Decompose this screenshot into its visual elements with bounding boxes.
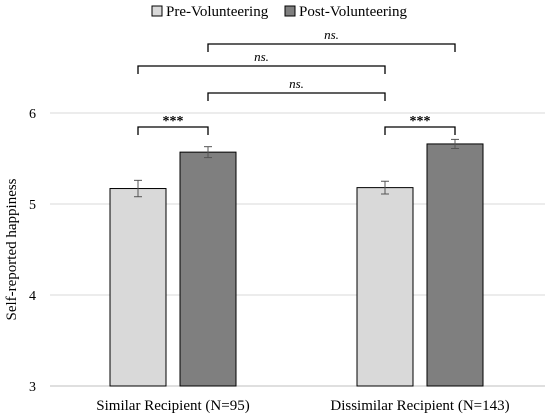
significance-brackets: *** *** ns. ns. ns. bbox=[137, 27, 456, 135]
category-label: Similar Recipient (N=95) bbox=[96, 398, 249, 414]
legend-label: Post-Volunteering bbox=[299, 4, 408, 20]
y-tick-label: 3 bbox=[29, 380, 36, 395]
bar-post-0 bbox=[179, 151, 237, 387]
y-tick-label: 6 bbox=[29, 107, 36, 122]
legend: Pre-Volunteering Post-Volunteering bbox=[151, 4, 408, 20]
legend-swatch bbox=[284, 5, 296, 17]
bar-post-1 bbox=[426, 143, 484, 387]
significance-label: ns. bbox=[254, 49, 269, 64]
error-bars bbox=[134, 138, 459, 198]
significance-bracket bbox=[207, 92, 386, 101]
significance-label: *** bbox=[410, 114, 431, 129]
y-tick-label: 5 bbox=[29, 198, 36, 213]
bar-pre-1 bbox=[356, 187, 414, 387]
significance-label: *** bbox=[163, 114, 184, 129]
category-label: Dissimilar Recipient (N=143) bbox=[330, 398, 509, 414]
legend-swatch bbox=[151, 5, 163, 17]
x-axis-categories: Similar Recipient (N=95) Dissimilar Recip… bbox=[96, 398, 509, 414]
significance-bracket bbox=[384, 126, 456, 135]
significance-bracket bbox=[137, 65, 386, 74]
significance-bracket bbox=[207, 43, 456, 52]
bars bbox=[109, 143, 484, 387]
y-tick-label: 4 bbox=[29, 289, 36, 304]
significance-label: ns. bbox=[289, 76, 304, 91]
y-axis-label: Self-reported happiness bbox=[4, 178, 20, 320]
significance-bracket bbox=[137, 126, 209, 135]
bar-pre-0 bbox=[109, 188, 167, 387]
y-axis-ticks: 3 4 5 6 bbox=[29, 107, 36, 395]
legend-label: Pre-Volunteering bbox=[166, 4, 269, 20]
significance-label: ns. bbox=[324, 27, 339, 42]
